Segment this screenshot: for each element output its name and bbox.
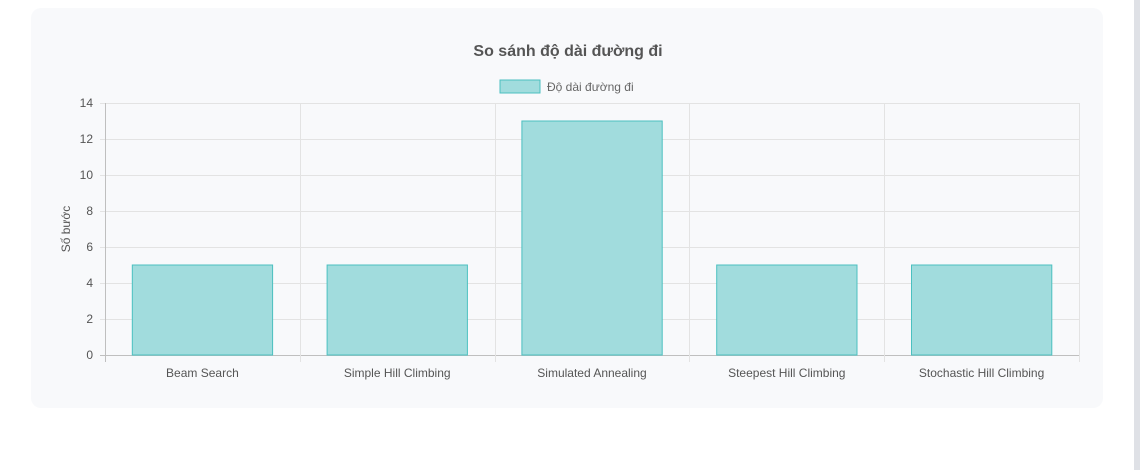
x-tick-label: Steepest Hill Climbing	[728, 366, 845, 380]
y-tick-label: 2	[86, 312, 93, 326]
y-tick-label: 0	[86, 348, 93, 362]
x-tick-label: Stochastic Hill Climbing	[919, 366, 1044, 380]
x-tick-label: Beam Search	[166, 366, 239, 380]
bar-simple-hill-climbing[interactable]	[326, 264, 468, 356]
x-tick-label: Simple Hill Climbing	[344, 366, 451, 380]
x-tick-label: Simulated Annealing	[537, 366, 646, 380]
y-axis-title: Số bước	[59, 206, 73, 253]
bars	[131, 120, 1053, 356]
legend-label: Độ dài đường đi	[547, 80, 634, 94]
x-axis-ticks: Beam Search Simple Hill Climbing Simulated…	[166, 366, 1044, 380]
bar-steepest-hill-climbing[interactable]	[716, 264, 858, 356]
chart-title: So sánh độ dài đường đi	[473, 43, 662, 60]
bar-simulated-annealing[interactable]	[521, 120, 663, 356]
legend-swatch	[499, 79, 541, 94]
scrollbar-track[interactable]	[1134, 0, 1140, 470]
y-tick-label: 12	[80, 132, 94, 146]
bar-beam-search[interactable]	[131, 264, 274, 356]
y-tick-label: 6	[86, 240, 93, 254]
y-tick-label: 10	[80, 168, 94, 182]
legend[interactable]: Độ dài đường đi	[499, 79, 634, 94]
bar-stochastic-hill-climbing[interactable]	[911, 264, 1053, 356]
y-axis-ticks: 0 2 4 6 8 10 12 14	[80, 96, 94, 362]
y-tick-label: 8	[86, 204, 93, 218]
y-tick-label: 14	[80, 96, 94, 110]
y-tick-label: 4	[86, 276, 93, 290]
